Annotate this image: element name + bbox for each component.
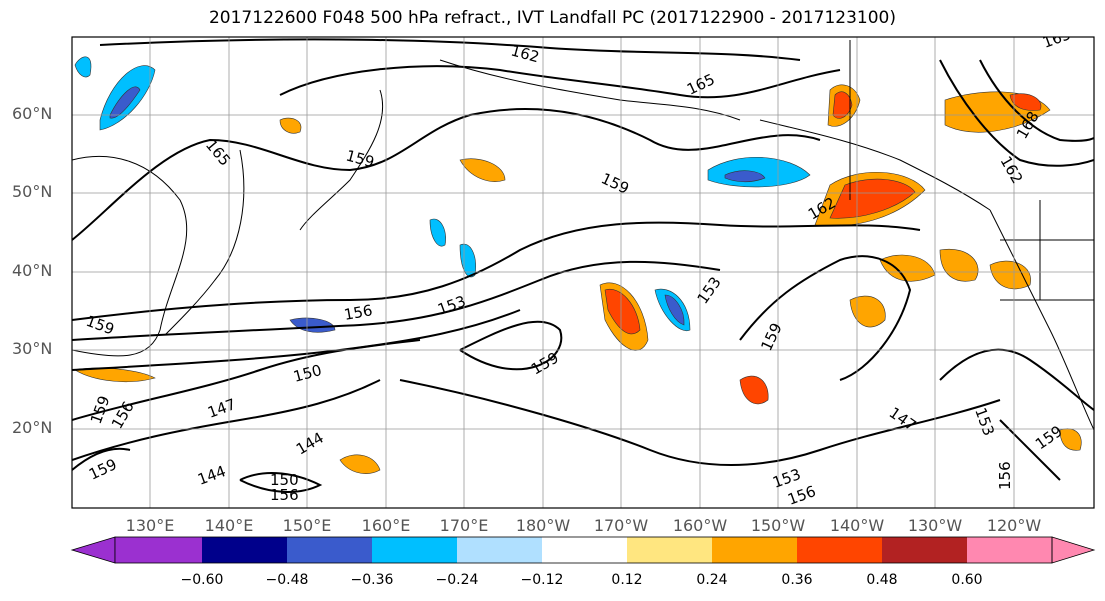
contour-lines xyxy=(72,38,1094,493)
lon-label: 160°W xyxy=(672,516,728,535)
lon-label: 130°W xyxy=(907,516,963,535)
colorbar-tick: 0.12 xyxy=(611,572,643,588)
colorbar-tick: −0.12 xyxy=(520,572,564,588)
colorbar-frame xyxy=(114,536,1053,564)
colorbar-segment xyxy=(712,537,797,563)
colorbar-segment xyxy=(967,537,1052,563)
lon-label: 180°W xyxy=(515,516,571,535)
contour-label: 156 xyxy=(996,461,1014,490)
colorbar-tick: −0.60 xyxy=(180,572,224,588)
colorbar-segment xyxy=(70,536,116,564)
colorbar-segment xyxy=(627,537,712,563)
lat-label: 30°N xyxy=(12,339,53,358)
colorbar-segment xyxy=(457,537,542,563)
map-panel: 162 165 165 168 165 159 159 162 156 153 … xyxy=(71,36,1095,509)
lon-label: 120°W xyxy=(986,516,1042,535)
lon-label: 170°E xyxy=(439,516,489,535)
colorbar-tick: 0.24 xyxy=(696,572,728,588)
colorbar-tick: −0.48 xyxy=(265,572,309,588)
map-title: 2017122600 F048 500 hPa refract., IVT La… xyxy=(208,8,896,28)
lon-label: 130°E xyxy=(125,516,175,535)
contour-label: 150 xyxy=(270,471,299,489)
colorbar-segment xyxy=(882,537,967,563)
lat-label: 40°N xyxy=(12,261,53,280)
lon-label: 160°E xyxy=(361,516,411,535)
gridlines xyxy=(72,37,1094,508)
lon-label: 150°E xyxy=(282,516,332,535)
shading-layer xyxy=(74,56,1082,474)
colorbar-segment xyxy=(542,537,627,563)
colorbar-segment xyxy=(202,537,287,563)
lat-label: 20°N xyxy=(12,418,53,437)
colorbar-segment xyxy=(115,537,202,563)
map-background xyxy=(72,37,1094,508)
lon-label: 140°E xyxy=(204,516,254,535)
lon-label: 170°W xyxy=(593,516,649,535)
colorbar-segment xyxy=(1051,536,1096,564)
colorbar-tick: 0.48 xyxy=(866,572,898,588)
lat-label: 50°N xyxy=(12,182,53,201)
contour-label: 156 xyxy=(343,301,374,324)
colorbar-segment xyxy=(797,537,882,563)
colorbar xyxy=(70,536,1096,564)
colorbar-tick: 0.36 xyxy=(781,572,813,588)
colorbar-tick: −0.24 xyxy=(435,572,479,588)
contour-label: 156 xyxy=(270,486,299,504)
colorbar-segment xyxy=(372,537,457,563)
colorbar-tick: −0.36 xyxy=(350,572,394,588)
colorbar-segment xyxy=(287,537,372,563)
map-frame xyxy=(71,36,1095,509)
lon-label: 150°W xyxy=(750,516,806,535)
colorbar-tick: 0.60 xyxy=(951,572,983,588)
lon-label: 140°W xyxy=(829,516,885,535)
lat-label: 60°N xyxy=(12,104,53,123)
